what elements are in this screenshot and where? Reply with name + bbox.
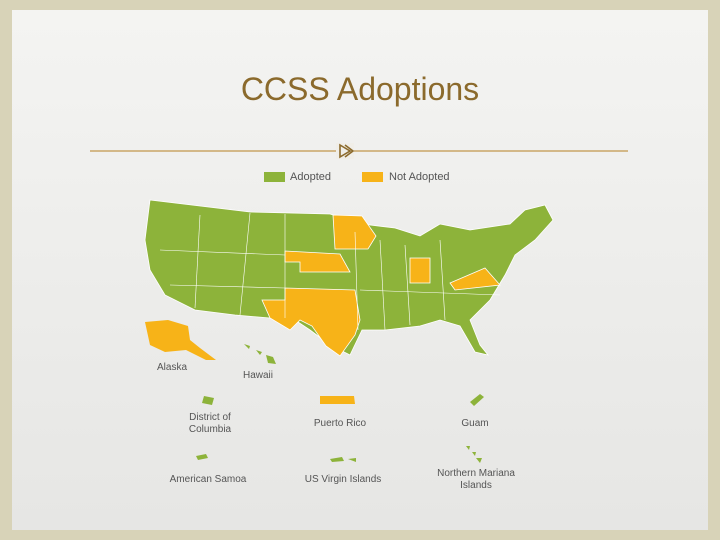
us-map	[144, 199, 554, 357]
adopted-region	[202, 396, 214, 405]
not-adopted-region	[409, 257, 431, 284]
adopted-region	[466, 446, 482, 463]
place-label: US Virgin Islands	[305, 474, 382, 485]
place-label: Northern Mariana	[437, 468, 515, 479]
place-label: District of	[189, 412, 231, 423]
place-label: American Samoa	[170, 474, 247, 485]
legend-label: Adopted	[290, 171, 331, 183]
not-adopted-region	[449, 267, 501, 291]
place-label: Puerto Rico	[314, 418, 367, 429]
place-label: Alaska	[157, 362, 187, 373]
adopted-region	[144, 199, 554, 356]
legend-label: Not Adopted	[389, 171, 450, 183]
legend-swatch	[264, 172, 285, 182]
not-adopted-region	[320, 396, 355, 404]
territories	[145, 320, 484, 463]
adopted-region	[244, 344, 276, 364]
adopted-region	[330, 457, 356, 462]
legend: Adopted Not Adopted	[264, 171, 450, 183]
not-adopted-region	[332, 214, 377, 250]
not-adopted-region	[145, 320, 216, 360]
adopted-region	[196, 454, 208, 460]
adopted-region	[470, 394, 484, 406]
bullet-icon	[336, 143, 355, 159]
legend-swatch	[362, 172, 383, 182]
place-label: Hawaii	[243, 370, 273, 381]
place-label: Columbia	[189, 424, 232, 435]
slide-title: CCSS Adoptions	[241, 71, 479, 107]
not-adopted-region	[261, 287, 361, 357]
place-label: Guam	[461, 418, 488, 429]
place-label: Islands	[460, 480, 492, 491]
